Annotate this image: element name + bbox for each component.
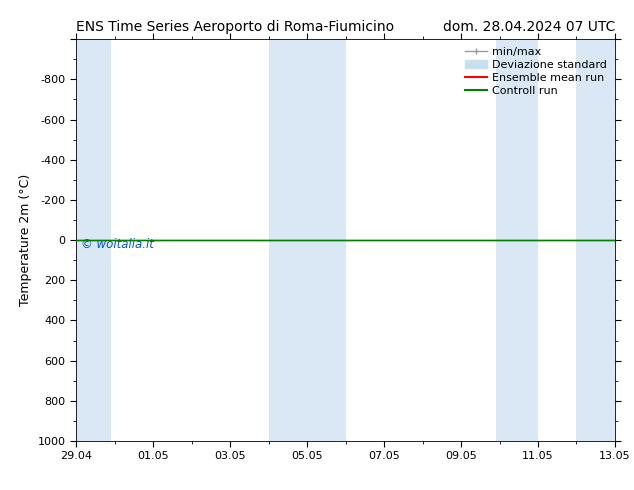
Bar xyxy=(576,39,615,441)
Bar xyxy=(269,39,346,441)
Text: © woitalia.it: © woitalia.it xyxy=(81,238,154,251)
Legend: min/max, Deviazione standard, Ensemble mean run, Controll run: min/max, Deviazione standard, Ensemble m… xyxy=(462,45,609,98)
Text: dom. 28.04.2024 07 UTC: dom. 28.04.2024 07 UTC xyxy=(443,20,615,34)
Bar xyxy=(76,39,111,441)
Bar xyxy=(496,39,538,441)
Text: ENS Time Series Aeroporto di Roma-Fiumicino: ENS Time Series Aeroporto di Roma-Fiumic… xyxy=(76,20,394,34)
Y-axis label: Temperature 2m (°C): Temperature 2m (°C) xyxy=(19,174,32,306)
